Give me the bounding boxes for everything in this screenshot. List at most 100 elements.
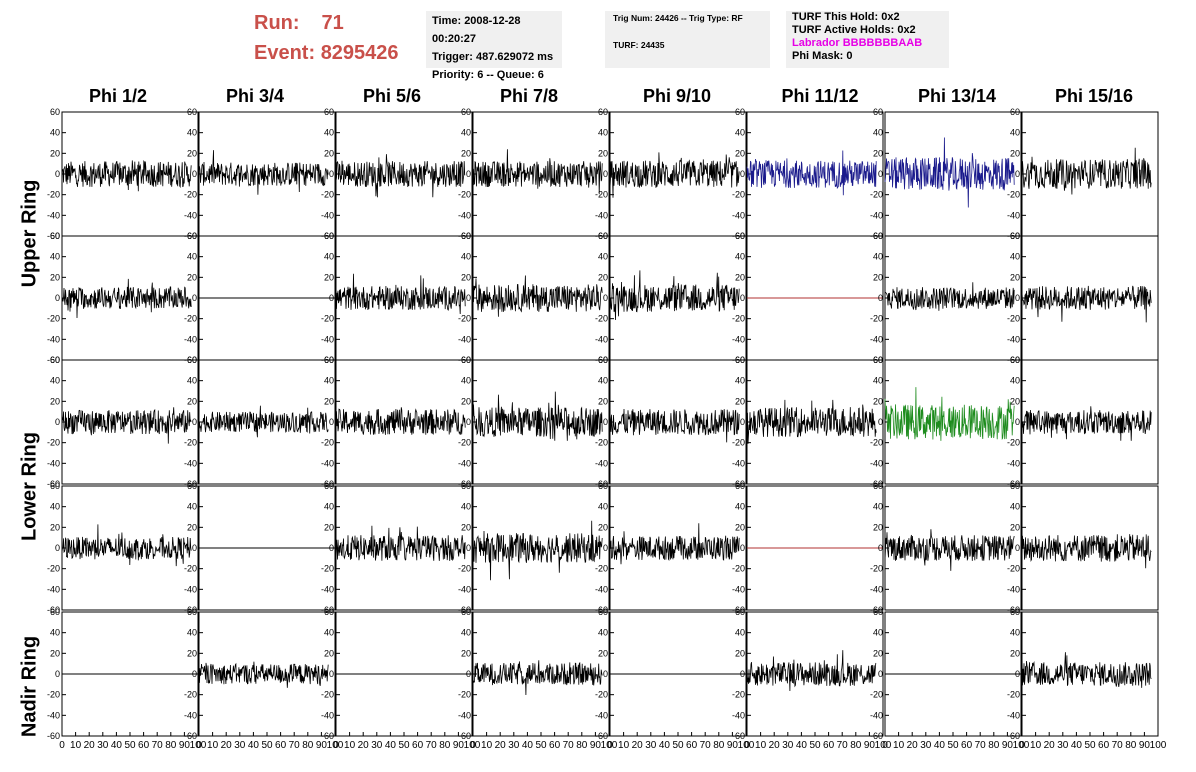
x-tick-label: 10: [755, 740, 767, 751]
x-tick-label: 100: [1013, 740, 1030, 751]
y-tick-label: 20: [1010, 272, 1020, 282]
y-tick-label: 20: [735, 648, 745, 658]
y-tick-label: 20: [873, 272, 883, 282]
waveform-trace: [472, 391, 603, 441]
y-tick-label: 60: [461, 231, 471, 241]
event-label: Event:: [254, 42, 316, 64]
x-tick-label: 100: [1150, 740, 1167, 751]
y-tick-label: -20: [732, 190, 745, 200]
y-tick-label: -40: [870, 710, 883, 720]
x-tick-label: 80: [302, 740, 314, 751]
x-tick-label: 40: [659, 740, 671, 751]
x-tick-label: 30: [508, 740, 520, 751]
x-tick-label: 90: [864, 740, 876, 751]
x-tick-label: 60: [138, 740, 150, 751]
x-tick-label: 90: [727, 740, 739, 751]
y-tick-label: -60: [732, 479, 745, 489]
y-tick-label: 40: [1010, 628, 1020, 638]
waveform-trace: [335, 273, 466, 315]
y-tick-label: 60: [873, 481, 883, 491]
y-tick-label: -20: [184, 438, 197, 448]
x-tick-label: 20: [769, 740, 781, 751]
y-tick-label: 40: [873, 502, 883, 512]
y-tick-label: 40: [735, 502, 745, 512]
y-tick-label: 20: [187, 522, 197, 532]
run-label: Run:: [254, 12, 300, 34]
y-tick-label: 60: [50, 231, 60, 241]
y-tick-label: 40: [187, 502, 197, 512]
y-tick-label: -20: [1007, 438, 1020, 448]
y-tick-label: 40: [187, 628, 197, 638]
y-tick-label: 0: [878, 669, 883, 679]
x-tick-label: 20: [495, 740, 507, 751]
y-tick-label: -40: [595, 458, 608, 468]
y-tick-label: -20: [47, 190, 60, 200]
y-tick-label: -40: [184, 334, 197, 344]
y-tick-label: -20: [321, 314, 334, 324]
y-tick-label: 20: [187, 148, 197, 158]
y-tick-label: 0: [1015, 293, 1020, 303]
y-tick-label: 0: [192, 293, 197, 303]
y-tick-label: 40: [50, 628, 60, 638]
y-tick-label: -60: [1007, 605, 1020, 615]
y-tick-label: -20: [595, 564, 608, 574]
x-tick-label: 100: [190, 740, 207, 751]
y-tick-label: -40: [47, 334, 60, 344]
x-tick-label: 0: [744, 740, 750, 751]
y-tick-label: 0: [329, 293, 334, 303]
y-tick-label: -60: [184, 731, 197, 741]
waveform-trace: [884, 137, 1015, 208]
x-tick-label: 0: [607, 740, 613, 751]
y-tick-label: -20: [870, 564, 883, 574]
x-tick-label: 80: [988, 740, 1000, 751]
column-header: Phi 3/4: [225, 86, 285, 106]
y-tick-label: 20: [1010, 648, 1020, 658]
x-tick-label: 0: [196, 740, 202, 751]
waveform-trace: [1021, 652, 1152, 688]
y-tick-label: 0: [466, 169, 471, 179]
y-tick-label: 0: [878, 417, 883, 427]
y-tick-label: 0: [466, 293, 471, 303]
y-tick-label: 40: [598, 502, 608, 512]
y-tick-label: 0: [55, 293, 60, 303]
x-tick-label: 60: [1098, 740, 1110, 751]
y-tick-label: -40: [595, 334, 608, 344]
y-tick-label: 60: [187, 607, 197, 617]
y-tick-label: 40: [735, 128, 745, 138]
y-tick-label: -40: [595, 584, 608, 594]
y-tick-label: 60: [1010, 607, 1020, 617]
y-tick-label: 60: [598, 481, 608, 491]
waveform-trace: [61, 159, 192, 192]
y-tick-label: 40: [461, 628, 471, 638]
waveform-trace: [1021, 406, 1152, 441]
y-tick-label: 0: [603, 293, 608, 303]
y-tick-label: 60: [1010, 481, 1020, 491]
y-tick-label: -60: [732, 731, 745, 741]
y-tick-label: -20: [1007, 690, 1020, 700]
x-tick-label: 10: [70, 740, 82, 751]
y-tick-label: 60: [735, 355, 745, 365]
x-tick-label: 90: [316, 740, 328, 751]
x-tick-label: 80: [165, 740, 177, 751]
y-tick-label: 20: [1010, 396, 1020, 406]
y-tick-label: 60: [598, 231, 608, 241]
y-tick-label: -40: [1007, 334, 1020, 344]
y-tick-label: -20: [732, 564, 745, 574]
y-tick-label: -40: [321, 710, 334, 720]
y-tick-label: -40: [1007, 210, 1020, 220]
waveform-trace: [62, 278, 192, 319]
y-tick-label: -40: [184, 710, 197, 720]
x-tick-label: 10: [481, 740, 493, 751]
y-tick-label: 60: [873, 607, 883, 617]
y-tick-label: 0: [55, 169, 60, 179]
y-tick-label: 20: [735, 522, 745, 532]
